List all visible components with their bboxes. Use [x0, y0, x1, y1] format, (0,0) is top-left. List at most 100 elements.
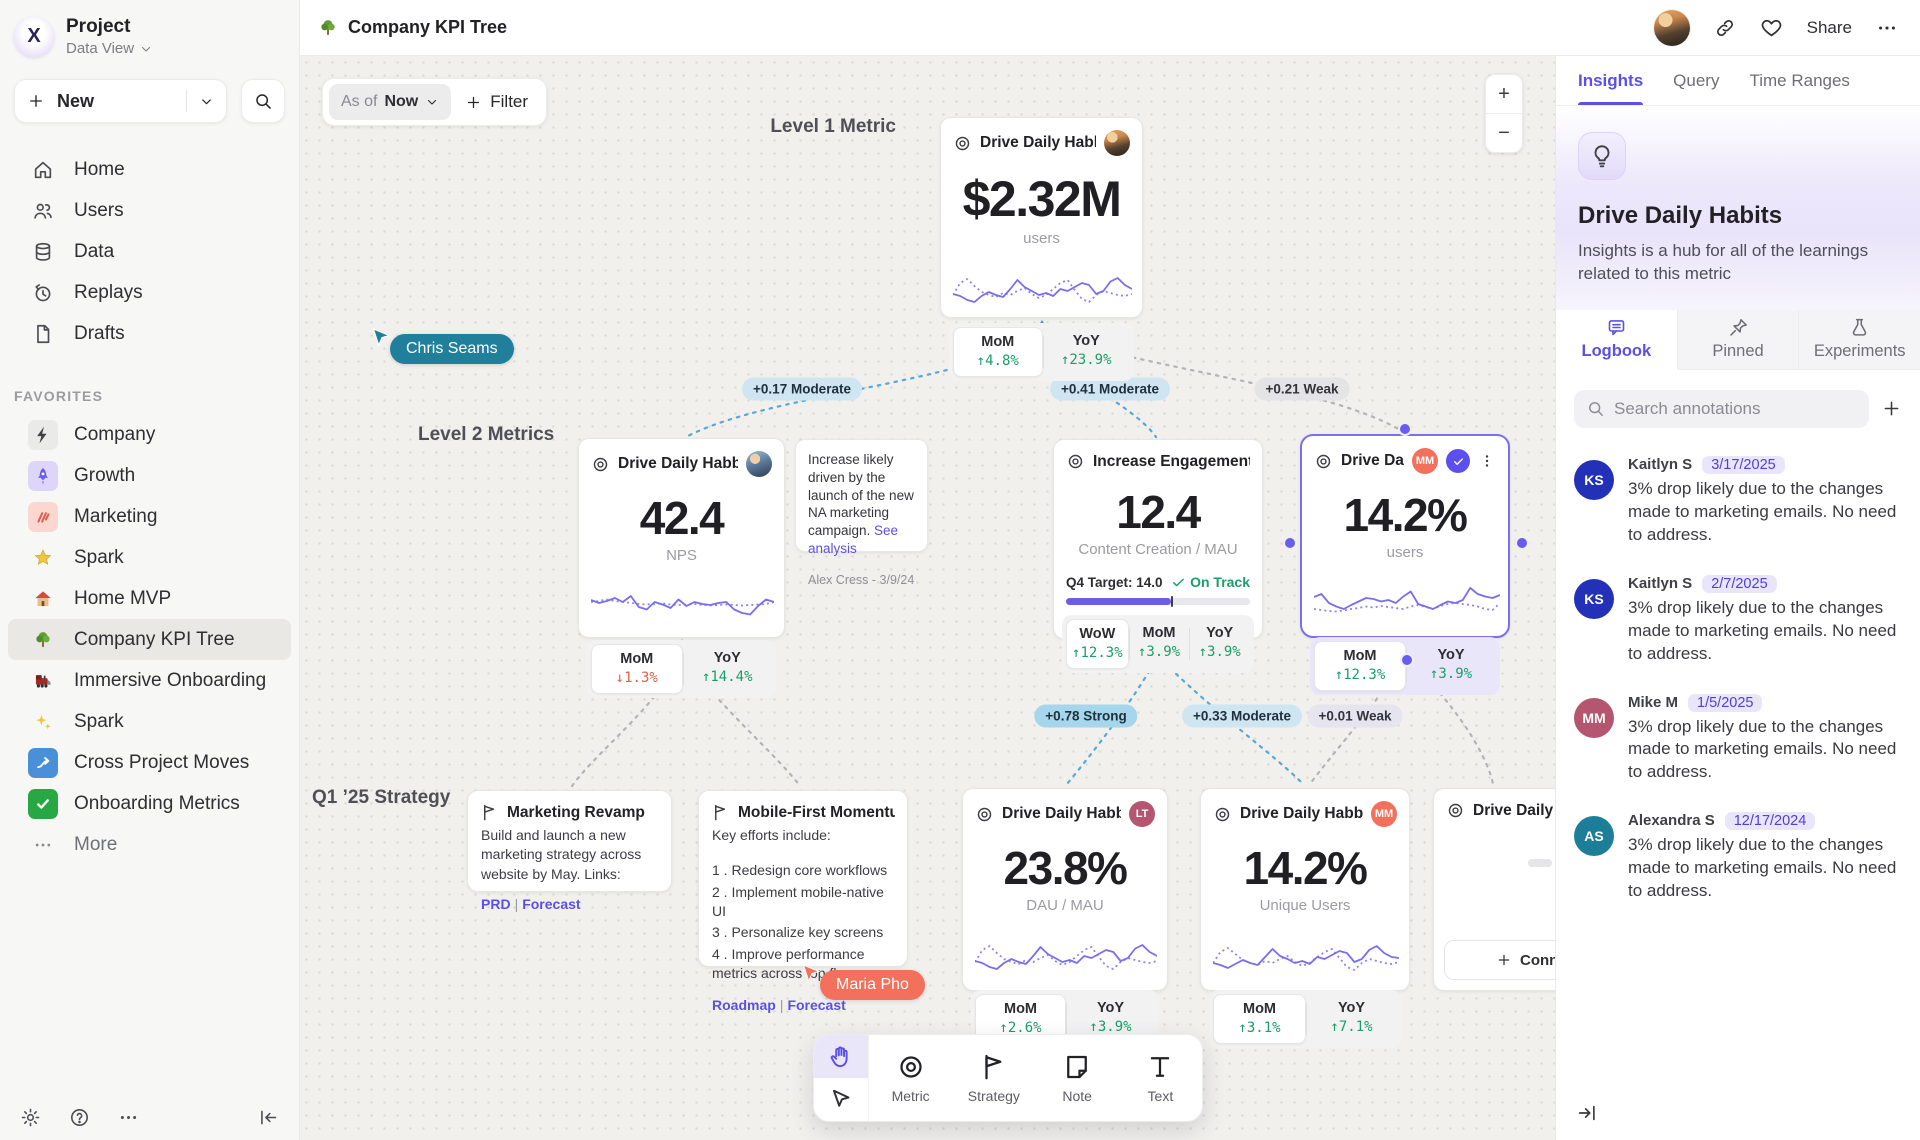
annotation-item[interactable]: KS Kaitlyn S 2/7/2025 3% drop likely due to… — [1574, 574, 1902, 666]
strategy-card-mobilefirst[interactable]: Mobile-First Momentum Key efforts include… — [698, 790, 908, 1013]
note-card[interactable]: Increase likely driven by the launch of … — [795, 439, 928, 587]
subtab-pinned[interactable]: Pinned — [1677, 309, 1800, 370]
sidebar-fav-company-kpi-tree[interactable]: Company KPI Tree — [8, 619, 291, 660]
sidebar-search-button[interactable] — [241, 79, 285, 123]
metric-card-level1[interactable]: Drive Daily Habbits $2.32M users MoM ↑4.8% Yo… — [940, 117, 1143, 381]
strategy-link-roadmap[interactable]: Roadmap — [712, 997, 776, 1014]
panel-tab-time-ranges[interactable]: Time Ranges — [1749, 70, 1850, 90]
strategy-card-mkrevamp[interactable]: Marketing Revamp Build and launch a new m… — [467, 790, 672, 912]
tool-metric-button[interactable]: Metric — [869, 1035, 952, 1121]
annotation-item[interactable]: MM Mike M 1/5/2025 3% drop likely due to th… — [1574, 693, 1902, 785]
collapse-panel-icon[interactable] — [1576, 1102, 1598, 1124]
sidebar-fav-marketing[interactable]: Marketing — [8, 496, 291, 537]
collapse-sidebar-icon[interactable] — [258, 1107, 279, 1128]
annotation-date-badge: 3/17/2025 — [1702, 455, 1785, 474]
sidebar-item-home[interactable]: Home — [8, 149, 291, 190]
selection-handle[interactable] — [1400, 424, 1410, 434]
metric-card-nps[interactable]: Drive Daily Habbits 42.4 NPS MoM ↓1.3% YoY ↑14… — [578, 438, 785, 698]
stat-cell-yoy[interactable]: YoY ↑14.4% — [682, 644, 773, 694]
metric-unit: Content Creation / MAU — [1078, 541, 1238, 558]
tool-note-button[interactable]: Note — [1036, 1035, 1119, 1121]
selection-handle[interactable] — [1285, 538, 1295, 548]
filter-button[interactable]: Filter — [465, 92, 532, 112]
stat-cell-wow[interactable]: WoW ↑12.3% — [1066, 619, 1129, 669]
favorite-heart-icon[interactable] — [1760, 16, 1783, 39]
selection-handle[interactable] — [1402, 655, 1412, 665]
user-avatar[interactable] — [1653, 9, 1690, 46]
help-icon[interactable] — [69, 1107, 90, 1128]
sidebar-fav-home-mvp[interactable]: Home MVP — [8, 578, 291, 619]
zoom-in-button[interactable]: + — [1498, 82, 1510, 105]
chevron-down-icon[interactable] — [199, 94, 214, 109]
subtab-experiments[interactable]: Experiments — [1799, 310, 1920, 370]
stat-value: ↑3.9% — [1198, 644, 1241, 660]
stat-cell-yoy[interactable]: YoY ↑3.9% — [1066, 994, 1155, 1044]
owner-badge: MM — [1412, 448, 1438, 474]
search-annotations-input[interactable] — [1614, 398, 1857, 419]
search-annotations-field[interactable] — [1574, 389, 1869, 428]
more-menu-icon[interactable] — [1876, 17, 1898, 39]
stat-cell-mom[interactable]: MoM ↑3.9% — [1128, 619, 1190, 669]
sidebar-item-users[interactable]: Users — [8, 190, 291, 231]
share-button[interactable]: Share — [1806, 17, 1852, 37]
subtab-logbook[interactable]: Logbook — [1556, 309, 1678, 370]
panel-tab-query[interactable]: Query — [1673, 70, 1720, 90]
settings-gear-icon[interactable] — [20, 1107, 41, 1128]
hand-tool-button[interactable] — [814, 1035, 868, 1078]
sidebar-fav-spark[interactable]: Spark — [8, 537, 291, 578]
more-options-icon[interactable] — [118, 1107, 139, 1128]
panel-tab-insights[interactable]: Insights — [1578, 56, 1644, 105]
owner-badge: MM — [1371, 801, 1397, 827]
sidebar-fav-growth[interactable]: Growth — [8, 455, 291, 496]
project-view-selector[interactable]: Data View — [66, 40, 153, 57]
connect-button[interactable]: Connect — [1444, 940, 1555, 980]
project-switcher[interactable]: X Project Data View — [0, 0, 299, 67]
sidebar-item-data[interactable]: Data — [8, 231, 291, 272]
card-menu-icon[interactable] — [1478, 452, 1496, 470]
sidebar-fav-immersive-onboarding[interactable]: Immersive Onboarding — [8, 660, 291, 701]
zoom-out-button[interactable]: − — [1498, 121, 1510, 144]
tool-strategy-button[interactable]: Strategy — [952, 1035, 1035, 1121]
annotation-item[interactable]: AS Alexandra S 12/17/2024 3% drop likely du… — [1574, 812, 1902, 903]
stat-cell-yoy[interactable]: YoY ↑7.1% — [1306, 994, 1397, 1044]
metric-footer: MoM ↑12.3% YoY ↑3.9% — [1310, 637, 1500, 695]
metric-value: 42.4 — [639, 492, 725, 544]
strategy-link-prd[interactable]: PRD — [481, 895, 511, 912]
sidebar-item-drafts[interactable]: Drafts — [8, 313, 291, 354]
metric-card-selected[interactable]: Drive Daily Habb.. MM 14.2% users MoM ↑12.3% Y… — [1300, 434, 1510, 695]
sidebar-fav-cross-project-moves[interactable]: Cross Project Moves — [8, 742, 291, 783]
metric-card-partial[interactable]: Drive Daily Hab Connect — [1433, 788, 1555, 991]
stat-cell-yoy[interactable]: YoY ↑23.9% — [1042, 327, 1131, 377]
metric-card-engagement[interactable]: Increase Engagement 12.4 Content Creation … — [1053, 439, 1263, 673]
sidebar-fav-more[interactable]: More — [8, 824, 291, 865]
tool-text-button[interactable]: Text — [1119, 1035, 1202, 1121]
add-annotation-button[interactable] — [1881, 398, 1902, 419]
stat-cell-yoy[interactable]: YoY ↑3.9% — [1189, 619, 1250, 669]
strategy-link-forecast[interactable]: Forecast — [787, 997, 846, 1014]
stat-cell-yoy[interactable]: YoY ↑3.9% — [1406, 641, 1496, 691]
stat-cell-mom[interactable]: MoM ↑4.8% — [953, 327, 1043, 377]
stat-cell-mom[interactable]: MoM ↓1.3% — [591, 644, 683, 694]
sidebar-item-replays[interactable]: Replays — [8, 272, 291, 313]
new-button[interactable]: New — [14, 79, 227, 123]
sidebar-fav-spark[interactable]: Spark — [8, 701, 291, 742]
cursor-tool-button[interactable] — [814, 1078, 868, 1121]
connect-label: Connect — [1520, 951, 1555, 969]
stat-cell-mom[interactable]: MoM ↑12.3% — [1314, 641, 1406, 691]
topbar: Company KPI Tree Share — [300, 0, 1920, 56]
pin-icon — [1728, 317, 1749, 338]
insights-metric-title: Drive Daily Habits — [1578, 202, 1783, 229]
note-see-analysis-link[interactable]: See analysis — [808, 523, 899, 557]
stat-cell-mom[interactable]: MoM ↑3.1% — [1213, 994, 1306, 1044]
selection-handle[interactable] — [1517, 538, 1527, 548]
strategy-link-forecast[interactable]: Forecast — [522, 895, 581, 912]
kpi-tree-canvas[interactable]: As of Now Filter + − Level 1 Metric Level… — [300, 56, 1555, 1140]
sidebar-fav-onboarding-metrics[interactable]: Onboarding Metrics — [8, 783, 291, 824]
sidebar-fav-company[interactable]: Company — [8, 414, 291, 455]
copy-link-icon[interactable] — [1714, 17, 1736, 39]
annotation-item[interactable]: KS Kaitlyn S 3/17/2025 3% drop likely due t… — [1574, 455, 1902, 547]
as-of-dropdown[interactable]: As of Now — [329, 84, 452, 120]
